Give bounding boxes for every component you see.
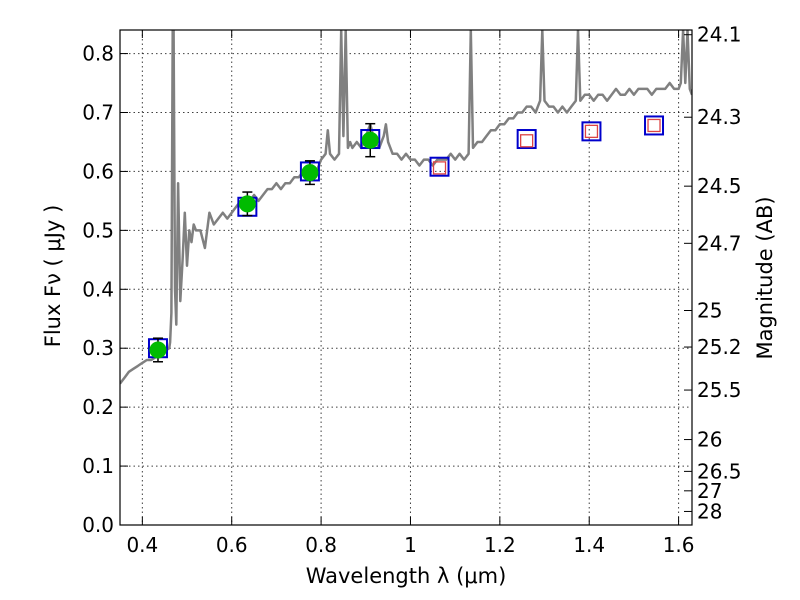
- y-tick-label: 0.7: [82, 101, 114, 125]
- x-tick-label: 1: [404, 533, 417, 557]
- grid-lines: [120, 30, 692, 526]
- model-spectrum-line: [120, 30, 692, 385]
- model-photometry-square: [644, 115, 665, 136]
- right-tick-label: 25.2: [697, 335, 742, 359]
- y-tick-label: 0.3: [82, 336, 114, 360]
- right-tick-label: 27: [697, 479, 722, 503]
- x-tick-label: 0.6: [216, 533, 248, 557]
- model-photometry-square: [581, 121, 602, 142]
- right-axis-label: Magnitude (AB): [753, 196, 777, 359]
- x-tick-label: 1.6: [663, 533, 695, 557]
- observed-photometry-point: [361, 131, 379, 149]
- y-tick-label: 0.4: [82, 277, 114, 301]
- x-tick-label: 1.2: [484, 533, 516, 557]
- x-tick-label: 0.4: [126, 533, 158, 557]
- y-tick-label: 0.2: [82, 395, 114, 419]
- y-tick-label: 0.6: [82, 159, 114, 183]
- axis-ticks: 0.4 0.6 0.8 1 1.2 1.4 1.6 0.0 0.1 0.2 0.3 0.4 0.5 0.6…: [82, 23, 741, 557]
- x-axis-label: Wavelength λ (μm): [306, 564, 507, 588]
- model-photometry-square: [516, 129, 537, 150]
- right-tick-label: 24.1: [697, 23, 742, 47]
- observed-photometry-point: [301, 164, 319, 182]
- observed-photometry-point: [238, 195, 256, 213]
- right-tick-label: 24.7: [697, 231, 742, 255]
- y-tick-label: 0.8: [82, 42, 114, 66]
- y-tick-label: 0.0: [82, 513, 114, 537]
- upper-limit-square: [432, 161, 447, 175]
- x-tick-label: 1.4: [573, 533, 605, 557]
- right-tick-label: 25.5: [697, 378, 742, 402]
- observed-photometry-point: [149, 341, 167, 359]
- right-tick-label: 26.5: [697, 459, 742, 483]
- upper-limit-square: [584, 124, 599, 139]
- right-tick-label: 25: [697, 299, 722, 323]
- right-tick-label: 24.5: [697, 174, 742, 198]
- y-axis-label: Flux Fν ( μJy ): [41, 205, 65, 348]
- right-tick-label: 28: [697, 499, 722, 523]
- model-photometry-square: [429, 156, 450, 177]
- y-tick-label: 0.5: [82, 218, 114, 242]
- upper-limit-square: [647, 118, 661, 133]
- photometry-markers: [147, 115, 665, 363]
- x-tick-label: 0.8: [305, 533, 337, 557]
- right-tick-label: 26: [697, 428, 722, 452]
- right-tick-label: 24.3: [697, 105, 742, 129]
- upper-limit-square: [520, 134, 534, 148]
- y-tick-label: 0.1: [82, 454, 114, 478]
- plot-frame: [119, 29, 693, 526]
